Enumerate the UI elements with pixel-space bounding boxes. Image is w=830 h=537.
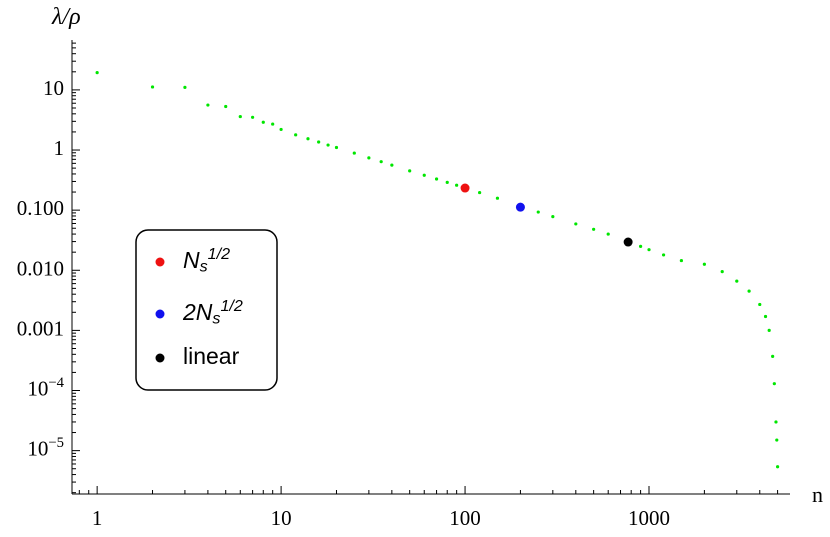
data-point — [747, 289, 751, 293]
data-point — [408, 169, 412, 173]
data-point — [647, 248, 651, 252]
data-point — [367, 156, 371, 160]
data-point — [206, 103, 210, 107]
data-point — [455, 183, 459, 187]
data-point — [150, 85, 155, 89]
data-point — [294, 133, 298, 137]
data-point — [606, 232, 610, 236]
data-point — [352, 151, 356, 155]
y-tick-label: 1 — [54, 136, 65, 160]
data-point — [772, 382, 776, 386]
y-tick-label: 0.100 — [17, 196, 64, 220]
data-point — [735, 279, 739, 283]
data-point — [767, 328, 771, 332]
legend-label: linear — [183, 343, 240, 369]
data-point — [763, 314, 768, 319]
highlight-point — [515, 202, 525, 212]
data-point — [720, 270, 724, 274]
data-point — [261, 120, 265, 124]
data-point — [95, 70, 99, 75]
data-point — [390, 163, 394, 167]
data-point — [536, 210, 540, 214]
legend-label: 2Ns1/2 — [182, 297, 243, 328]
data-point — [326, 143, 330, 147]
data-point — [775, 438, 779, 442]
legend-label: Ns1/2 — [183, 245, 230, 276]
data-point — [422, 173, 426, 177]
data-point — [183, 85, 187, 90]
data-point — [251, 115, 255, 119]
y-axis-label: λ/ρ — [51, 4, 81, 30]
legend-marker — [155, 257, 165, 267]
data-point — [551, 215, 555, 219]
data-point — [271, 122, 275, 126]
data-point — [574, 222, 578, 226]
data-point — [661, 253, 666, 257]
data-point — [445, 180, 449, 184]
y-tick-label: 0.010 — [17, 256, 64, 280]
data-point — [638, 244, 643, 248]
y-tick-label: 10 — [43, 76, 64, 100]
data-point — [317, 140, 321, 144]
y-tick-label: 10−5 — [27, 435, 64, 460]
data-point — [379, 160, 383, 164]
highlight-point — [623, 237, 633, 247]
x-tick-label: 1000 — [628, 506, 670, 530]
data-point — [306, 137, 310, 141]
x-axis-label: n — [812, 482, 823, 507]
data-point — [702, 262, 706, 266]
x-tick-label: 10 — [271, 506, 292, 530]
data-point — [334, 145, 339, 150]
data-point — [478, 190, 482, 195]
data-point — [238, 114, 242, 119]
data-point — [224, 104, 228, 109]
data-point — [771, 354, 775, 358]
data-point — [279, 127, 283, 132]
data-point — [774, 420, 778, 424]
y-tick-label: 10−4 — [27, 375, 64, 400]
data-point — [758, 302, 762, 307]
highlight-point — [460, 183, 470, 193]
data-point — [495, 196, 500, 200]
data-point — [679, 258, 684, 263]
y-tick-label: 0.001 — [17, 316, 64, 340]
x-tick-label: 1 — [92, 506, 103, 530]
legend-box — [135, 229, 278, 391]
x-tick-label: 100 — [449, 506, 481, 530]
data-point — [592, 227, 596, 231]
data-point — [775, 465, 780, 469]
legend-marker — [155, 353, 165, 363]
data-point — [434, 177, 439, 181]
legend-marker — [155, 309, 165, 319]
